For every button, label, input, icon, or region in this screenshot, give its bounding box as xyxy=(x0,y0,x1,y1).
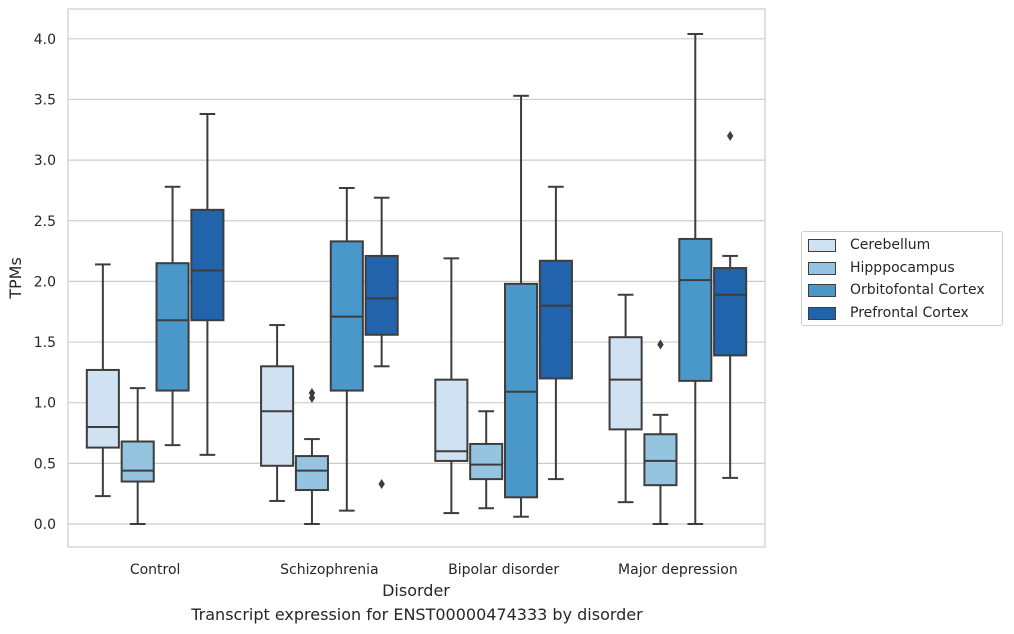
legend-item-cerebellum: Cerebellum xyxy=(808,236,930,254)
legend-swatch xyxy=(808,238,836,252)
y-tick-label: 2.5 xyxy=(34,214,56,230)
box-prefrontal-cortex-1 xyxy=(364,196,399,489)
x-tick-label: Major depression xyxy=(618,562,738,578)
box-iqr xyxy=(294,455,329,492)
outlier-point xyxy=(378,478,385,489)
box-cerebellum-0 xyxy=(85,263,120,498)
y-tick-label: 2.0 xyxy=(34,274,56,290)
box-iqr xyxy=(504,282,539,499)
box-iqr xyxy=(120,440,155,483)
x-tick-label: Schizophrenia xyxy=(280,562,378,578)
box-iqr xyxy=(85,368,120,449)
box-orbitofontal-cortex-2 xyxy=(504,94,539,518)
plot-area-frame xyxy=(67,8,766,548)
y-axis-label: TPMs xyxy=(6,257,25,300)
box-cerebellum-2 xyxy=(434,257,469,515)
box-hipppocampus-3 xyxy=(643,339,678,525)
y-tick-label: 0.5 xyxy=(34,456,56,472)
legend-swatch xyxy=(808,261,836,275)
box-cerebellum-3 xyxy=(608,293,643,504)
legend-label: Orbitofontal Cortex xyxy=(850,282,985,298)
x-tick-label: Control xyxy=(130,562,181,578)
box-hipppocampus-2 xyxy=(469,410,504,510)
box-iqr xyxy=(678,237,713,382)
legend-label: Hipppocampus xyxy=(850,260,955,276)
x-axis-label: Disorder xyxy=(382,581,450,600)
box-iqr xyxy=(713,267,748,357)
box-iqr xyxy=(608,336,643,431)
outlier-point xyxy=(726,130,734,141)
y-tick-label: 3.5 xyxy=(34,92,56,108)
box-iqr xyxy=(364,254,399,336)
box-iqr xyxy=(469,442,504,481)
box-groups xyxy=(85,32,748,525)
box-orbitofontal-cortex-1 xyxy=(329,186,364,512)
legend-item-orbitofrontal-cortex: Orbitofontal Cortex xyxy=(808,281,985,299)
box-iqr xyxy=(434,378,469,462)
box-prefrontal-cortex-2 xyxy=(538,185,573,481)
box-orbitofontal-cortex-0 xyxy=(155,185,190,447)
y-tick-label: 1.5 xyxy=(34,335,56,351)
legend-swatch xyxy=(808,306,836,320)
outlier-point xyxy=(657,339,664,350)
box-iqr xyxy=(190,208,225,322)
y-tick-labels: 0.0 0.5 1.0 1.5 2.0 2.5 3.0 3.5 4.0 xyxy=(34,32,56,533)
legend-label: Prefrontal Cortex xyxy=(850,305,969,321)
box-iqr xyxy=(643,433,678,487)
box-prefrontal-cortex-0 xyxy=(190,113,225,456)
box-iqr xyxy=(260,365,295,467)
legend-label: Cerebellum xyxy=(850,237,931,253)
x-tick-labels: Control Schizophrenia Bipolar disorder Majo… xyxy=(130,562,738,578)
y-tick-label: 3.0 xyxy=(34,153,56,169)
chart-caption: Transcript expression for ENST0000047433… xyxy=(191,605,643,624)
box-cerebellum-1 xyxy=(260,324,295,502)
y-tick-label: 4.0 xyxy=(34,32,56,48)
legend-item-prefrontal-cortex: Prefrontal Cortex xyxy=(808,304,969,322)
box-orbitofontal-cortex-3 xyxy=(678,32,713,525)
box-iqr xyxy=(538,259,573,380)
legend: Cerebellum Hipppocampus Orbitofontal Cor… xyxy=(801,231,1003,326)
legend-item-hippocampus: Hipppocampus xyxy=(808,259,955,277)
y-tick-label: 0.0 xyxy=(34,517,56,533)
legend-swatch xyxy=(808,283,836,297)
box-iqr xyxy=(155,262,190,392)
outlier-point xyxy=(308,387,316,398)
box-hipppocampus-0 xyxy=(120,387,155,525)
x-tick-label: Bipolar disorder xyxy=(448,562,559,578)
box-hipppocampus-1 xyxy=(294,387,329,525)
box-prefrontal-cortex-3 xyxy=(713,130,748,479)
y-tick-label: 1.0 xyxy=(34,396,56,412)
